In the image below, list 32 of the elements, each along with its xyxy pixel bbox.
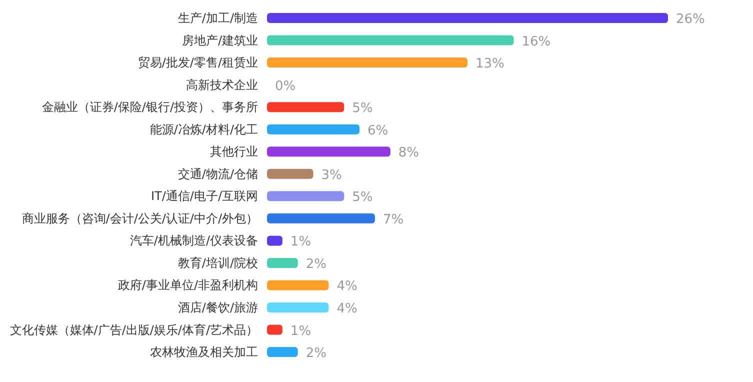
y-tick-label: 农林牧渔及相关加工: [150, 345, 258, 360]
data-label: 8%: [398, 146, 420, 161]
data-label: 6%: [368, 123, 388, 138]
data-label: 7%: [382, 212, 404, 228]
data-label: 4%: [336, 302, 358, 317]
data-label: 2%: [306, 256, 326, 272]
data-label: 13%: [476, 56, 504, 72]
y-tick-label: 政府/事业单位/非盈利机构: [118, 278, 258, 292]
y-tick-label: 金融业（证券/保险/银行/投资）、事务所: [42, 100, 258, 114]
y-tick-label: 高新技术企业: [186, 78, 258, 92]
y-tick-label: IT/通信/电子/互联网: [151, 189, 258, 204]
data-label: 5%: [352, 190, 373, 206]
data-label: 16%: [522, 34, 551, 50]
y-tick-label: 教育/培训/院校: [178, 256, 258, 270]
y-tick-label: 能源/冶炼/材料/化工: [150, 122, 258, 136]
y-tick-label: 其他行业: [210, 144, 258, 159]
data-label: 4%: [336, 279, 358, 294]
data-label: 1%: [290, 234, 312, 250]
y-tick-label: 汽车/机械制造/仪表设备: [130, 234, 258, 248]
data-label: 1%: [290, 324, 312, 339]
y-tick-label: 文化传媒（媒体/广告/出版/娱乐/体育/艺术品）: [10, 322, 258, 337]
data-label: 0%: [275, 78, 296, 94]
y-tick-label: 生产/加工/制造: [178, 11, 258, 25]
y-tick-label: 贸易/批发/零售/租赁业: [138, 56, 258, 70]
y-tick-label: 房地产/建筑业: [182, 33, 258, 48]
y-tick-label: 商业服务（咨询/会计/公关/认证/中介/外包）: [22, 211, 258, 226]
data-label: 3%: [321, 168, 342, 183]
data-label: 2%: [306, 346, 326, 362]
y-tick-label: 酒店/餐饮/旅游: [178, 300, 258, 315]
data-label: 5%: [352, 101, 373, 116]
y-tick-label: 交通/物流/仓储: [178, 166, 258, 181]
data-label: 26%: [676, 12, 705, 27]
